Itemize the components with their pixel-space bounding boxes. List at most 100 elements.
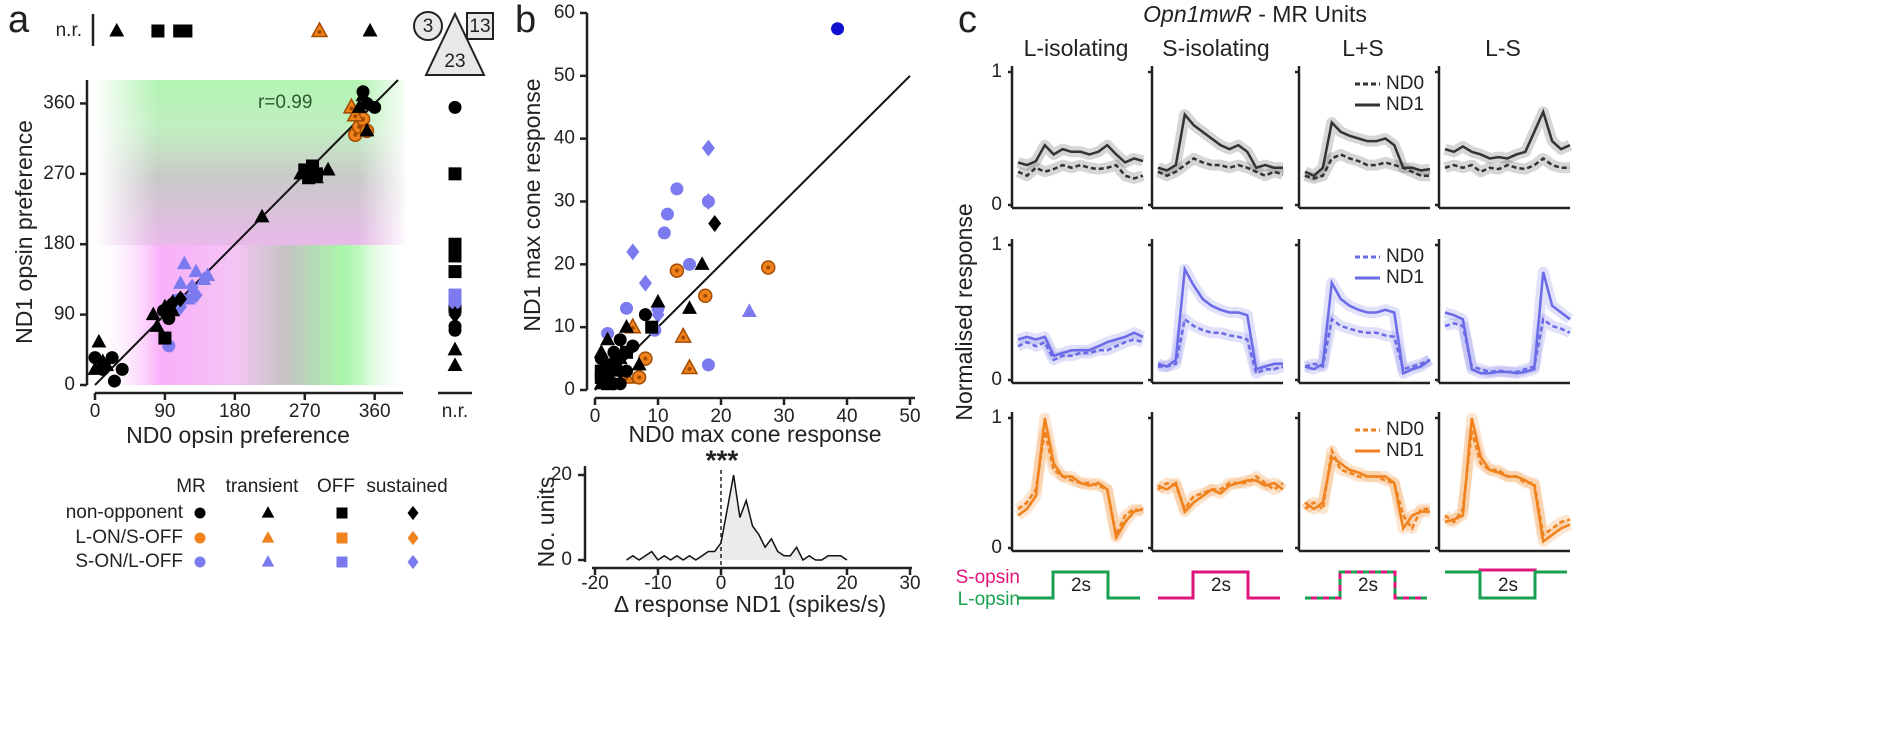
point: [701, 193, 715, 210]
count-badge: [413, 11, 443, 41]
point: [91, 333, 107, 348]
point-dot: [353, 132, 358, 137]
legend-label: ND1: [1386, 267, 1424, 288]
y-axis-label: ND1 max cone response: [519, 78, 545, 331]
point: [254, 208, 270, 223]
line: [1304, 153, 1430, 180]
column-title: S-isolating: [1162, 35, 1269, 61]
stimulus-duration: 2s: [1358, 575, 1378, 596]
x-tick-label: 360: [359, 401, 391, 422]
point: [448, 167, 462, 181]
line: [1017, 331, 1144, 358]
x-tick-label: 10: [773, 573, 794, 594]
count-label: 3: [423, 16, 434, 37]
line: [1157, 157, 1284, 178]
x-tick-label: 0: [716, 573, 727, 594]
y-tick-label: 0: [991, 369, 1002, 390]
point: [448, 100, 462, 114]
y-tick-label: 1: [991, 407, 1002, 428]
x-axis-label: ND0 opsin preference: [126, 422, 350, 448]
x-tick-label: -20: [581, 573, 608, 594]
line: [1304, 317, 1431, 371]
x-tick-label: 50: [899, 406, 920, 427]
count-label: 23: [444, 51, 465, 72]
y-tick-label: 20: [554, 253, 575, 274]
point: [176, 255, 192, 270]
y-tick-label: 0: [991, 194, 1002, 215]
point-dot: [317, 30, 322, 34]
point: [650, 293, 666, 308]
area-line: [626, 474, 848, 562]
point: [362, 22, 378, 37]
point: [651, 306, 665, 324]
point: [447, 357, 463, 371]
stimulus-trace: [1018, 570, 1140, 600]
panel-label: c: [958, 0, 977, 41]
point: [638, 274, 652, 292]
point: [638, 308, 652, 322]
point: [309, 167, 323, 181]
x-tick-label: 30: [773, 406, 794, 427]
panel-label: a: [8, 0, 30, 41]
legend-header: sustained: [366, 476, 447, 497]
x-tick-label: 270: [289, 401, 321, 422]
point: [683, 257, 696, 271]
x-axis-label: ND0 max cone response: [628, 421, 881, 447]
line: [1304, 454, 1430, 532]
point: [620, 301, 633, 315]
identity-line: [594, 75, 911, 391]
point: [261, 555, 275, 567]
point: [660, 207, 674, 221]
stimulus-trace: [1305, 570, 1427, 600]
area-fill: [626, 475, 847, 560]
line: [1157, 479, 1284, 514]
point: [194, 532, 206, 544]
legend-label: S-ON/L-OFF: [75, 551, 183, 572]
y-tick-label: 1: [991, 234, 1002, 255]
point: [448, 265, 462, 279]
point: [351, 99, 367, 113]
count-badge: [466, 12, 494, 40]
line: [1157, 111, 1283, 172]
stimulus-duration: 2s: [1211, 575, 1231, 596]
point: [194, 556, 206, 568]
significance: ***: [706, 444, 739, 475]
legend-label: L-ON/S-OFF: [75, 527, 183, 548]
y-tick-label: 10: [554, 316, 575, 337]
point: [670, 182, 684, 196]
point: [194, 507, 206, 519]
stimulus-trace: [1158, 570, 1280, 600]
stimulus-box: [1345, 574, 1393, 596]
point: [336, 532, 348, 544]
point: [359, 122, 375, 137]
point: [179, 24, 193, 38]
point: [680, 358, 699, 375]
point: [682, 300, 697, 314]
point: [620, 345, 633, 359]
point: [336, 507, 348, 519]
x-tick-label: 0: [590, 406, 601, 427]
line: [1444, 417, 1571, 544]
line: [1304, 119, 1431, 178]
point: [407, 530, 419, 546]
point: [355, 87, 371, 102]
legend-header: MR: [176, 476, 206, 497]
y-tick-label: 50: [554, 65, 575, 86]
title-rest: - MR Units: [1252, 1, 1367, 27]
x-tick-label: 90: [154, 401, 175, 422]
y-tick-label: 0: [64, 374, 75, 395]
point: [645, 320, 659, 334]
point: [173, 290, 187, 308]
point: [261, 506, 275, 518]
x-tick-label: 180: [219, 401, 251, 422]
point: [145, 306, 161, 321]
point-dot: [643, 356, 648, 361]
point: [346, 105, 365, 122]
point: [593, 344, 609, 358]
count-label: 13: [469, 16, 490, 37]
point: [172, 275, 188, 289]
y-tick-label: 0: [561, 549, 572, 570]
point: [701, 358, 715, 372]
y-axis-label: No. units: [533, 477, 559, 568]
